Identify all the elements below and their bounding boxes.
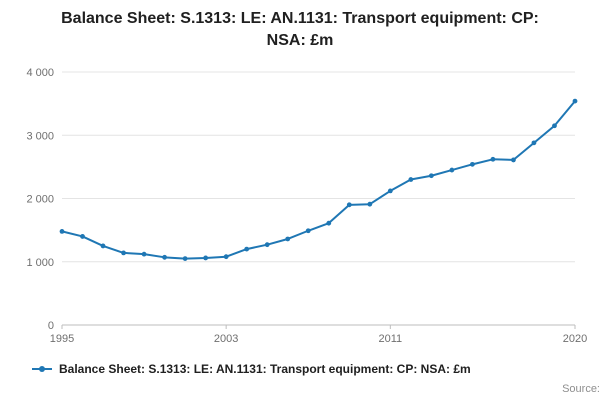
data-point-marker xyxy=(264,242,270,248)
source-label: Source: xyxy=(562,383,600,395)
data-point-marker xyxy=(121,250,126,256)
data-point-marker xyxy=(100,243,106,249)
data-point-marker xyxy=(285,236,291,242)
data-point-marker xyxy=(326,220,332,226)
series-line xyxy=(61,100,576,260)
data-point-marker xyxy=(203,255,209,261)
data-point-marker xyxy=(428,173,434,179)
data-point-marker xyxy=(572,98,578,104)
data-point-marker xyxy=(244,246,250,252)
data-point-marker xyxy=(367,201,373,207)
data-point-marker xyxy=(531,140,537,146)
data-point-marker xyxy=(223,254,229,260)
data-point-marker xyxy=(162,254,168,260)
data-point-marker xyxy=(80,234,85,239)
data-point-marker xyxy=(511,157,516,163)
x-tick-label: 2011 xyxy=(378,333,402,345)
data-point-marker xyxy=(182,256,188,261)
data-point-marker xyxy=(449,167,455,173)
data-point-marker xyxy=(305,228,311,234)
x-tick-label: 1995 xyxy=(50,333,74,345)
x-tick-label: 2003 xyxy=(214,333,238,345)
y-tick-label: 1 000 xyxy=(26,257,54,269)
legend-line-marker-icon xyxy=(32,366,52,372)
data-point-marker xyxy=(408,177,414,182)
y-tick-label: 3 000 xyxy=(26,130,54,142)
y-tick-label: 4 000 xyxy=(26,67,54,79)
y-tick-label: 0 xyxy=(48,320,54,332)
data-point-marker xyxy=(141,251,147,257)
x-tick-label: 2020 xyxy=(563,333,587,345)
data-point-marker xyxy=(387,188,393,194)
chart-title: Balance Sheet: S.1313: LE: AN.1131: Tran… xyxy=(61,10,539,49)
y-tick-label: 2 000 xyxy=(26,194,54,206)
data-point-marker xyxy=(346,202,352,208)
legend: Balance Sheet: S.1313: LE: AN.1131: Tran… xyxy=(32,362,590,376)
data-point-marker xyxy=(490,156,496,162)
legend-label: Balance Sheet: S.1313: LE: AN.1131: Tran… xyxy=(59,362,471,376)
data-point-marker xyxy=(552,123,557,129)
data-point-marker xyxy=(470,161,475,167)
data-point-marker xyxy=(59,228,65,234)
